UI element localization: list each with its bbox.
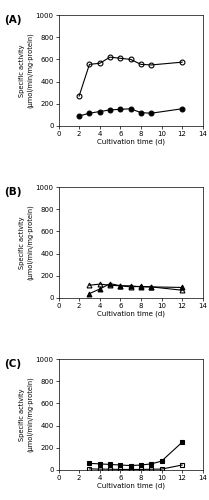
Y-axis label: Specific activity
(μmol/min/mg·protein): Specific activity (μmol/min/mg·protein)	[19, 376, 33, 452]
X-axis label: Cultivation time (d): Cultivation time (d)	[97, 138, 165, 144]
Text: (A): (A)	[4, 15, 21, 25]
Text: (B): (B)	[4, 187, 21, 197]
X-axis label: Cultivation time (d): Cultivation time (d)	[97, 310, 165, 316]
Y-axis label: Specific activity
(μmol/min/mg·protein): Specific activity (μmol/min/mg·protein)	[19, 204, 33, 281]
Text: (C): (C)	[4, 359, 21, 369]
Y-axis label: Specific activity
(μmol/min/mg·protein): Specific activity (μmol/min/mg·protein)	[19, 32, 33, 108]
X-axis label: Cultivation time (d): Cultivation time (d)	[97, 482, 165, 489]
